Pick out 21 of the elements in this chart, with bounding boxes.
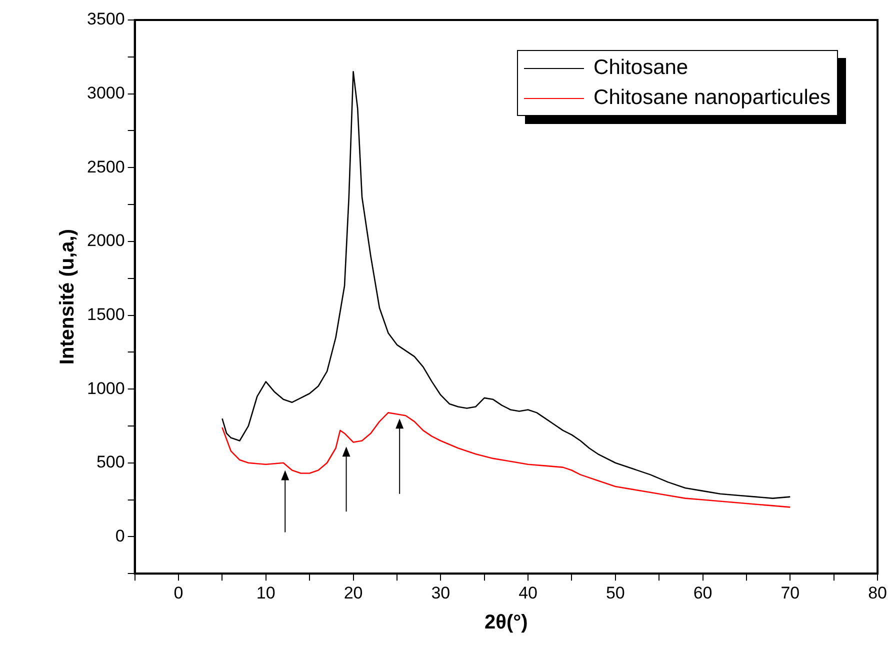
legend-label: Chitosane — [594, 55, 688, 81]
y-tick-label: 2500 — [86, 157, 125, 176]
x-tick-label: 0 — [174, 583, 184, 602]
x-axis-title: 2θ(°) — [484, 612, 528, 634]
x-tick-label: 70 — [780, 583, 800, 602]
y-tick-label: 3500 — [86, 10, 125, 29]
y-tick-label: 1500 — [86, 304, 125, 324]
x-tick-label: 10 — [256, 583, 276, 602]
x-tick-label: 30 — [431, 583, 450, 602]
x-tick-label: 20 — [344, 583, 363, 602]
x-tick-label: 40 — [518, 583, 538, 602]
x-tick-label: 80 — [868, 583, 888, 602]
y-axis-title: Intensité (u,a,) — [56, 229, 79, 365]
y-tick-label: 500 — [96, 452, 125, 472]
y-tick-label: 0 — [115, 526, 125, 546]
x-tick-label: 60 — [693, 583, 712, 602]
y-tick-label: 3000 — [86, 84, 125, 102]
legend-label: Chitosane nanoparticules — [594, 85, 831, 111]
x-tick-label: 50 — [606, 583, 625, 602]
y-tick-label: 2000 — [86, 231, 125, 250]
y-tick-label: 1000 — [86, 378, 125, 398]
